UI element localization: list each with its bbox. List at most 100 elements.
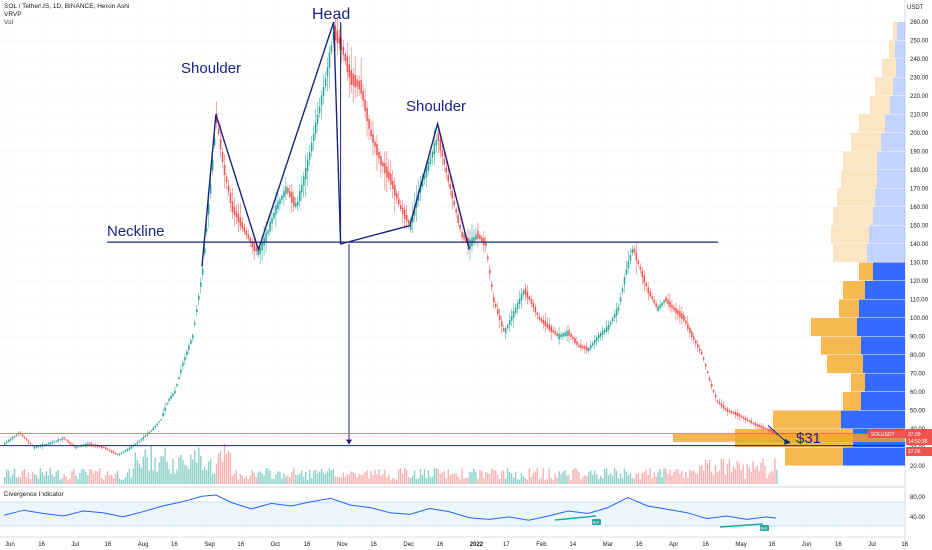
volume-bar bbox=[449, 475, 451, 484]
volume-bar bbox=[57, 470, 59, 484]
volume-bar bbox=[348, 474, 350, 484]
volume-bar bbox=[732, 466, 735, 484]
volume-profile-up bbox=[861, 392, 905, 410]
candle-body bbox=[457, 214, 459, 224]
candle-body bbox=[724, 407, 727, 410]
candle-body bbox=[582, 346, 584, 349]
candle-body bbox=[526, 291, 529, 299]
volume-profile-down bbox=[859, 114, 885, 133]
volume-bar bbox=[17, 476, 20, 484]
candle-body bbox=[712, 389, 715, 392]
volume-bar bbox=[344, 476, 346, 484]
volume-bar bbox=[116, 471, 119, 484]
price-tick-label: 110.00 bbox=[910, 298, 929, 304]
price-tick-label: 70.00 bbox=[910, 372, 926, 378]
candle-body bbox=[540, 318, 543, 322]
candle-body bbox=[495, 304, 497, 307]
volume-bar bbox=[447, 469, 449, 484]
candle-body bbox=[730, 411, 733, 413]
volume-bar bbox=[671, 475, 673, 484]
candle-body bbox=[627, 261, 630, 269]
volume-bar bbox=[156, 471, 158, 484]
volume-bar bbox=[394, 479, 396, 484]
bull-divergence-line bbox=[719, 523, 764, 528]
symbol-header[interactable]: SOL / TetherUS, 1D, BINANCE, Heikin Ashi bbox=[4, 3, 130, 10]
price-tick-label: 20.00 bbox=[910, 464, 926, 470]
volume-bar bbox=[548, 468, 550, 484]
candle-body bbox=[489, 269, 491, 274]
volume-bar bbox=[722, 459, 725, 484]
target-arrow[interactable] bbox=[767, 424, 789, 445]
candle-body bbox=[255, 247, 257, 252]
time-tick-label: Jul bbox=[868, 542, 876, 548]
candle-body bbox=[295, 203, 297, 208]
volume-bar bbox=[81, 469, 83, 484]
volume-bar bbox=[667, 474, 669, 484]
time-axis[interactable]: Jun 16 Jul 16 Aug 16 Sep 16 Oct 16 Nov 16 Dec 16 2022 1… bbox=[5, 542, 932, 548]
time-tick-label: Apr bbox=[669, 542, 678, 548]
pattern-drawings[interactable] bbox=[0, 21, 905, 447]
candle-body bbox=[140, 439, 143, 441]
volume-bar bbox=[627, 475, 630, 484]
volume-bar bbox=[225, 454, 228, 484]
candle-body bbox=[69, 442, 71, 444]
candle-body bbox=[388, 171, 390, 180]
candle-body bbox=[289, 191, 291, 197]
volume-bar bbox=[734, 468, 737, 484]
candle-body bbox=[261, 242, 263, 251]
candle-body bbox=[607, 324, 610, 330]
oscillator-title[interactable]: Divergence Indicator bbox=[4, 491, 64, 498]
volume-bar bbox=[689, 470, 691, 484]
candle-body bbox=[639, 266, 642, 270]
volume-profile-down bbox=[841, 170, 877, 188]
vrvp-indicator-label[interactable]: VRVP bbox=[4, 11, 22, 18]
volume-histogram bbox=[4, 443, 778, 484]
candle-body bbox=[700, 351, 703, 355]
volume-bar bbox=[192, 459, 194, 484]
volume-bar bbox=[31, 472, 34, 484]
candle-body bbox=[91, 443, 93, 446]
time-tick-label: 2022 bbox=[470, 542, 484, 548]
volume-bar bbox=[728, 459, 731, 484]
candle-body bbox=[423, 175, 426, 180]
volume-bar bbox=[320, 468, 323, 484]
volume-bar bbox=[401, 473, 404, 484]
price-axis[interactable]: 260.00 250.00 240.00 230.00 220.00 210.00 200.… bbox=[910, 20, 929, 470]
candle-body bbox=[118, 453, 121, 455]
oscillator-pane[interactable]: Bull Bull 80.00 40.00 bbox=[0, 494, 926, 531]
volume-bar bbox=[544, 479, 546, 484]
volume-indicator-label[interactable]: Vol bbox=[4, 19, 14, 26]
candle-body bbox=[384, 162, 386, 174]
candle-body bbox=[104, 447, 107, 450]
volume-bar bbox=[249, 476, 251, 484]
volume-bar bbox=[255, 477, 257, 484]
volume-bar bbox=[384, 469, 386, 484]
candle-body bbox=[142, 437, 145, 440]
volume-bar bbox=[685, 472, 687, 484]
candle-body bbox=[752, 422, 754, 424]
volume-bar bbox=[41, 472, 44, 484]
candle-body bbox=[576, 341, 578, 345]
candle-body bbox=[536, 312, 539, 316]
volume-bar bbox=[669, 470, 671, 484]
volume-profile-down bbox=[821, 336, 861, 355]
candle-body bbox=[233, 206, 236, 215]
volume-profile-up bbox=[895, 40, 905, 59]
volume-bar bbox=[79, 472, 81, 484]
candle-body bbox=[338, 37, 341, 44]
price-tick-label: 210.00 bbox=[910, 113, 929, 119]
candle-body bbox=[479, 235, 481, 240]
head-shoulders-pattern[interactable] bbox=[201, 21, 470, 267]
candle-body bbox=[47, 443, 50, 445]
volume-bar bbox=[188, 469, 190, 484]
candle-body bbox=[534, 306, 537, 313]
candle-body bbox=[277, 201, 279, 209]
price-tick-label: 190.00 bbox=[910, 150, 929, 156]
volume-bar bbox=[471, 472, 473, 484]
bull-divergence-line bbox=[554, 515, 597, 521]
volume-bar bbox=[283, 473, 285, 484]
volume-bar bbox=[613, 468, 616, 484]
candle-body bbox=[437, 132, 440, 141]
candle-body bbox=[558, 333, 560, 340]
